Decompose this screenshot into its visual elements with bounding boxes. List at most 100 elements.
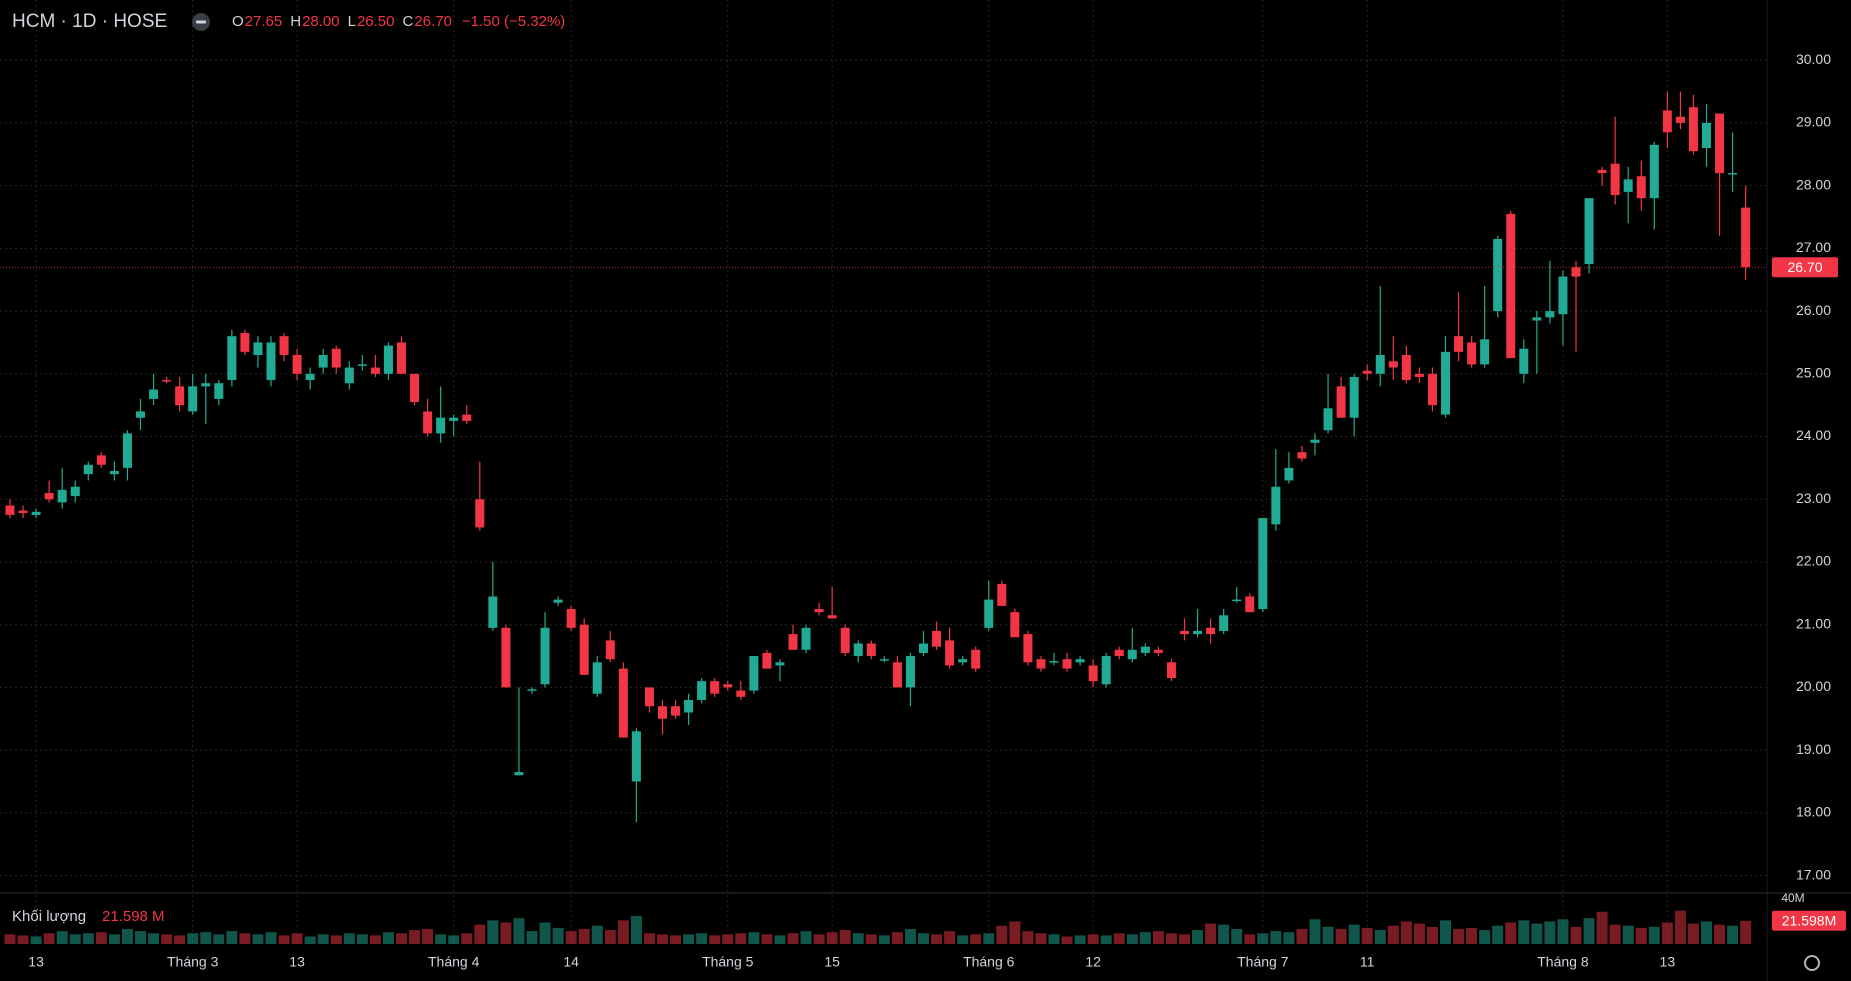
candle-body — [618, 668, 628, 738]
volume-bar — [1570, 926, 1582, 944]
candle-body — [736, 690, 746, 697]
volume-bar — [1152, 931, 1164, 944]
volume-bar — [1544, 921, 1556, 944]
candle-body — [527, 689, 537, 691]
candle-body — [5, 505, 15, 515]
volume-bar — [1179, 934, 1190, 944]
volume-bar — [774, 935, 786, 944]
volume-bar — [852, 933, 864, 944]
volume-bar — [1100, 935, 1112, 944]
volume-bar — [1270, 931, 1282, 944]
candle-body — [214, 383, 224, 399]
candle-body — [814, 609, 824, 613]
candle-body — [958, 659, 968, 663]
volume-bar — [578, 928, 590, 944]
candle-body — [723, 684, 733, 688]
volume-bar — [435, 934, 447, 944]
candle-body — [1545, 311, 1555, 318]
candle-body — [592, 662, 602, 694]
candle-body — [605, 640, 615, 660]
candle-body — [684, 699, 694, 713]
volume-bar — [878, 935, 890, 944]
candle-body — [57, 489, 67, 503]
y-tick-label: 30.00 — [1796, 51, 1831, 67]
volume-bar — [1531, 923, 1543, 944]
candle-body — [553, 599, 563, 603]
volume-bar — [696, 933, 708, 944]
candle-body — [1245, 596, 1255, 613]
volume-bar — [278, 935, 290, 944]
volume-tick-label: 40M — [1781, 891, 1804, 905]
candle-body — [344, 367, 354, 384]
candle-body — [697, 681, 707, 700]
volume-bar — [722, 934, 734, 944]
candle-body — [1349, 376, 1359, 418]
volume-bar — [135, 931, 146, 944]
volume-bar — [944, 931, 956, 944]
volume-bar — [1687, 923, 1699, 944]
candle-body — [449, 417, 459, 421]
legend-key: O — [232, 13, 244, 30]
candle-body — [1271, 486, 1281, 525]
candle-body — [879, 659, 889, 661]
volume-bar — [996, 925, 1008, 944]
candle-body — [1715, 113, 1725, 174]
candle-body — [188, 386, 198, 412]
volume-bar — [670, 935, 682, 944]
volume-bar — [931, 934, 943, 944]
volume-bar — [970, 934, 982, 944]
candle-body — [1375, 354, 1385, 374]
volume-bar — [1518, 920, 1530, 944]
volume-bar — [187, 933, 199, 944]
candle-body — [318, 354, 328, 368]
candle-body — [423, 411, 433, 434]
volume-bar — [461, 933, 473, 944]
volume-bar — [1426, 926, 1438, 944]
candle-body — [853, 643, 863, 657]
x-tick-label: 14 — [563, 954, 579, 970]
volume-bar — [69, 934, 81, 944]
candle-body — [892, 662, 902, 688]
candle-body — [1297, 452, 1307, 459]
candle-body — [1049, 661, 1059, 663]
x-tick-label: 11 — [1360, 954, 1375, 970]
volume-bar — [356, 934, 368, 944]
volume-bar — [565, 931, 577, 944]
volume-bar — [1218, 924, 1230, 944]
legend-value: 27.65 — [245, 13, 283, 30]
volume-bar — [800, 931, 812, 944]
volume-bar — [1674, 910, 1686, 944]
candle-body — [201, 383, 211, 387]
volume-bar — [291, 933, 303, 944]
candle-body — [1636, 176, 1646, 199]
volume-bar — [813, 934, 825, 944]
volume-bar — [1113, 933, 1125, 944]
candle-body — [1571, 267, 1581, 277]
legend-value: 28.00 — [302, 13, 340, 30]
legend-key: H — [290, 13, 301, 30]
volume-bar — [630, 916, 642, 944]
candle-body — [109, 471, 119, 475]
volume-bar — [1557, 919, 1569, 944]
settings-icon[interactable] — [1804, 955, 1820, 971]
legend-key: L — [348, 13, 356, 30]
volume-bar — [1400, 921, 1412, 944]
volume-bar — [1139, 932, 1151, 944]
volume-bar — [396, 933, 407, 944]
volume-bar — [591, 925, 603, 944]
volume-bar — [1440, 920, 1451, 944]
y-tick-label: 28.00 — [1796, 176, 1831, 192]
candle-body — [162, 380, 172, 382]
legend-value: 26.70 — [414, 13, 452, 30]
y-tick-label: 20.00 — [1796, 678, 1831, 694]
volume-bar — [983, 933, 995, 944]
volume-bar — [317, 934, 329, 944]
volume-bar — [657, 934, 668, 944]
candle-body — [1610, 163, 1620, 196]
x-tick-label: Tháng 8 — [1537, 954, 1589, 970]
volume-bar — [643, 933, 655, 944]
y-tick-label: 19.00 — [1796, 741, 1831, 757]
candle-body — [1114, 649, 1124, 657]
volume-bar — [1622, 925, 1634, 944]
volume-bar — [1635, 927, 1647, 944]
